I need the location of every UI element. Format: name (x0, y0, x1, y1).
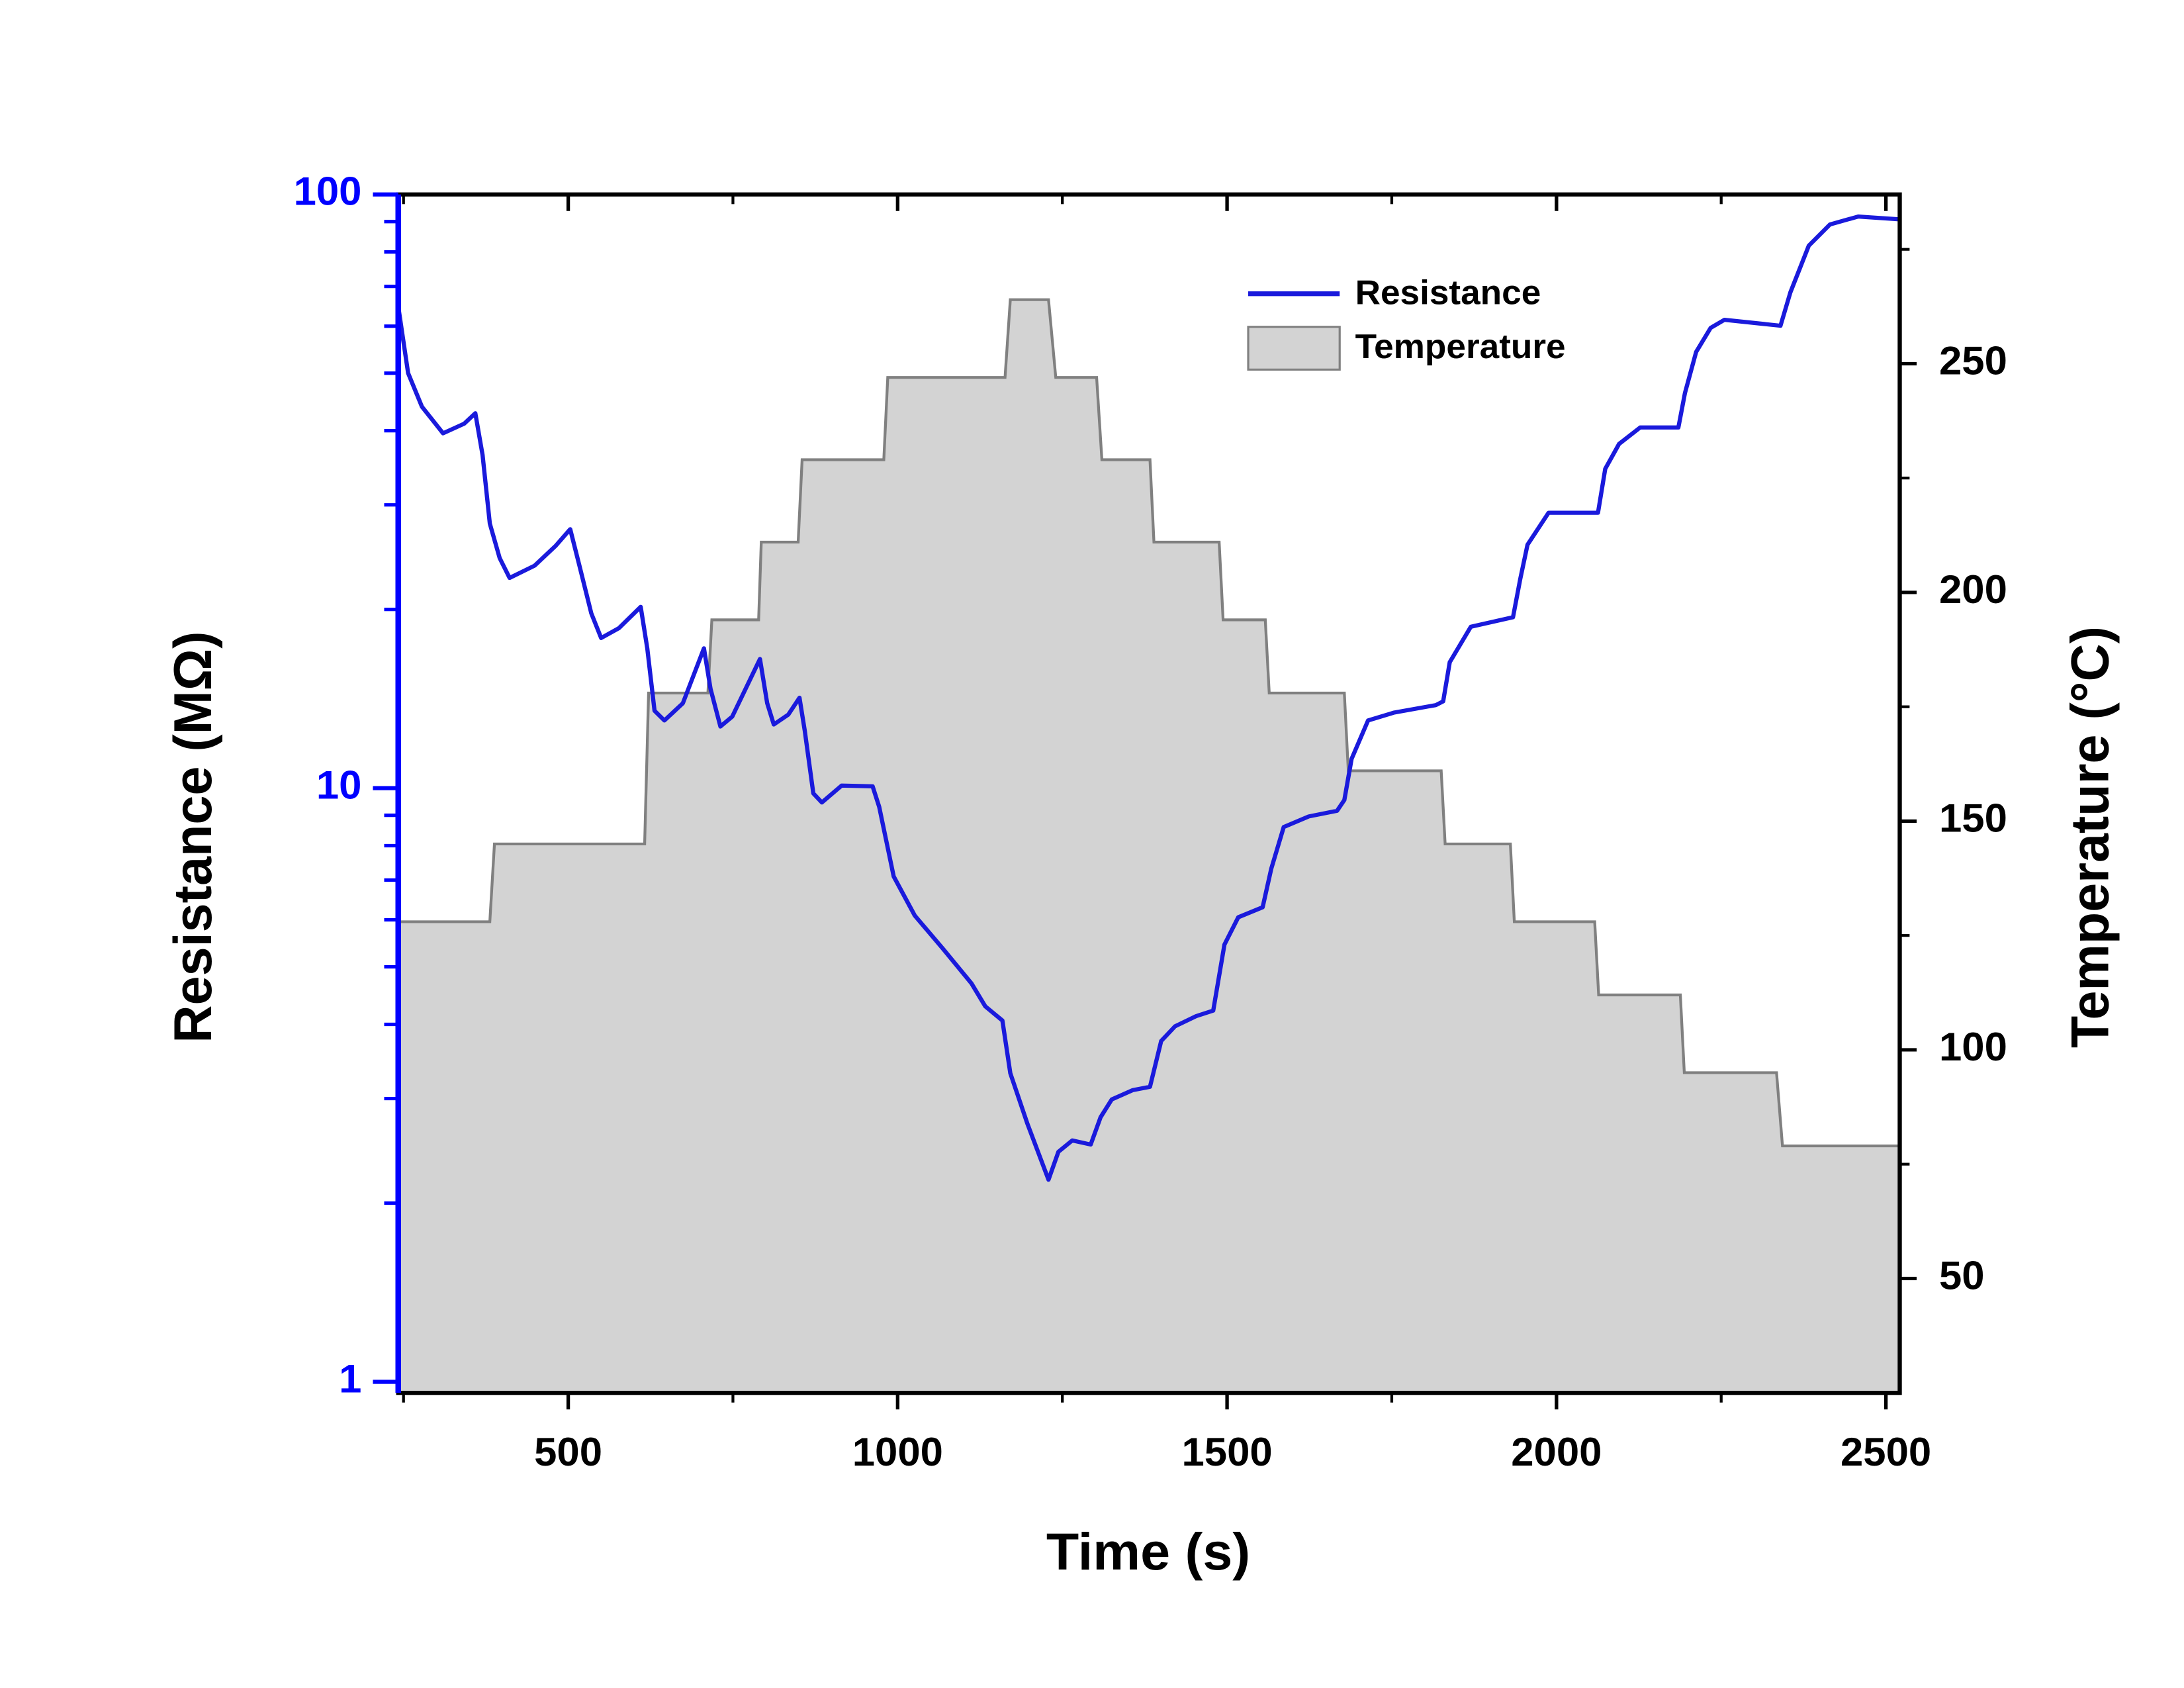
y-tick-label: 100 (294, 169, 362, 213)
y2-tick-label: 250 (1939, 338, 2007, 383)
legend-label: Temperature (1355, 327, 1566, 365)
y2-axis-title: Temperature (°C) (2060, 626, 2120, 1048)
y2-tick-label: 200 (1939, 567, 2007, 611)
x-tick-label: 1000 (852, 1429, 943, 1474)
x-tick-label: 500 (534, 1429, 602, 1474)
y-axis-title: Resistance (MΩ) (163, 632, 222, 1043)
legend-label: Resistance (1355, 273, 1541, 312)
y2-tick-label: 100 (1939, 1024, 2007, 1068)
x-tick-label: 2500 (1841, 1429, 1931, 1474)
temperature-outline (398, 298, 1900, 1148)
x-tick-label: 2000 (1511, 1429, 1602, 1474)
y2-tick-label: 150 (1939, 796, 2007, 840)
legend-swatch (1247, 326, 1341, 371)
y-tick-label: 10 (316, 763, 362, 807)
x-tick-label: 1500 (1182, 1429, 1273, 1474)
y2-tick-label: 50 (1939, 1253, 1985, 1297)
resistance-line (396, 214, 1900, 1182)
temperature-area (398, 299, 1900, 1393)
y-tick-label: 1 (339, 1356, 361, 1401)
x-axis-title: Time (s) (1046, 1523, 1250, 1581)
